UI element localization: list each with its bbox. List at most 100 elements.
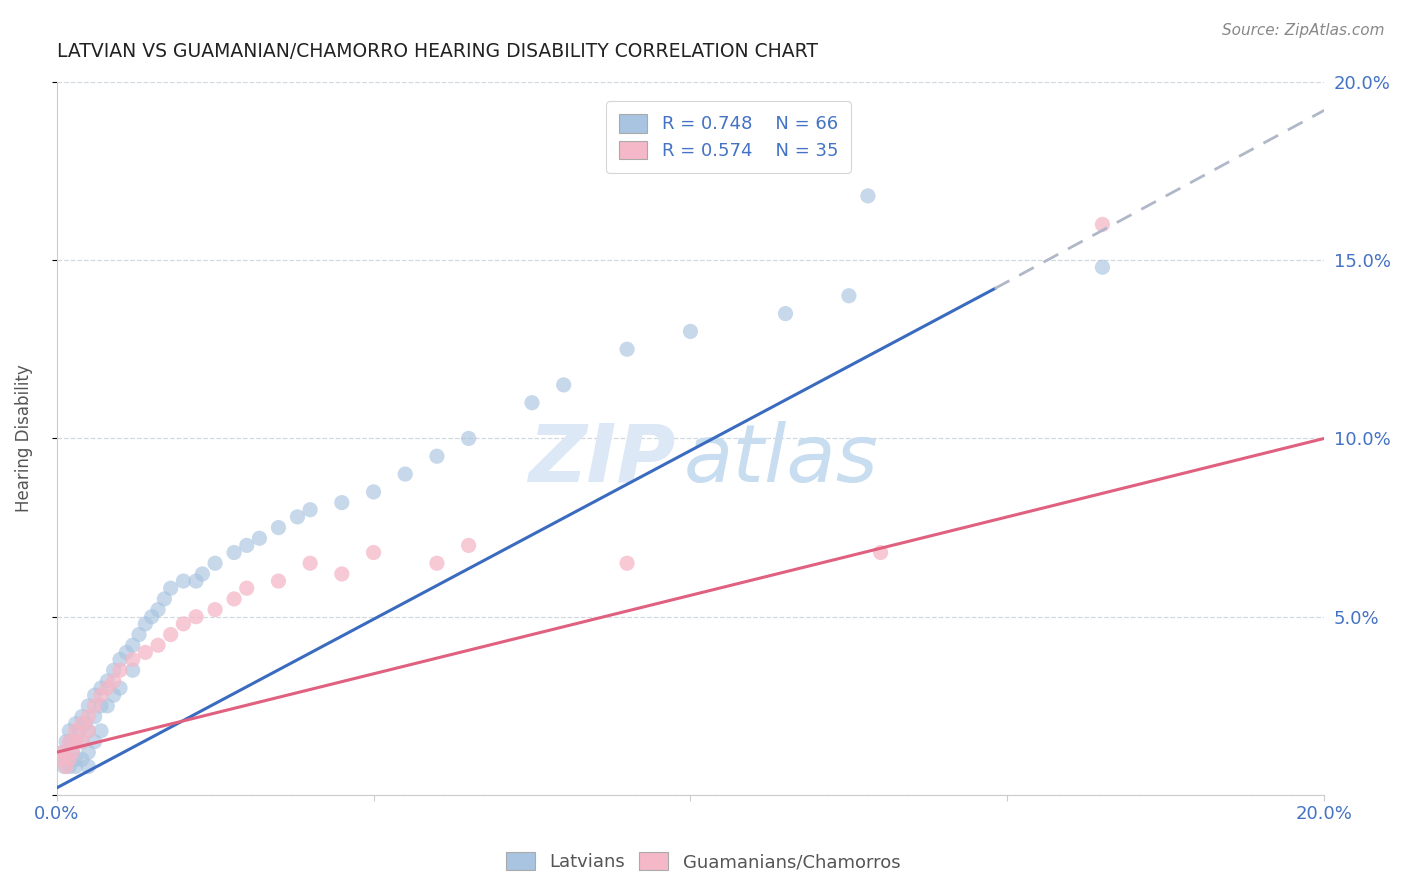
Point bbox=[134, 645, 156, 659]
Point bbox=[75, 716, 97, 731]
Point bbox=[299, 556, 322, 570]
Point bbox=[172, 574, 194, 588]
Point bbox=[520, 396, 543, 410]
Point bbox=[90, 698, 112, 713]
Point bbox=[153, 591, 176, 606]
Point bbox=[52, 745, 75, 759]
Point bbox=[70, 752, 93, 766]
Point bbox=[70, 734, 93, 748]
Point bbox=[83, 734, 105, 748]
Point bbox=[191, 566, 214, 581]
Point bbox=[457, 431, 479, 445]
Point bbox=[838, 289, 860, 303]
Point bbox=[90, 681, 112, 695]
Point bbox=[330, 566, 353, 581]
Point bbox=[83, 698, 105, 713]
Point bbox=[128, 627, 150, 641]
Point bbox=[58, 723, 80, 738]
Text: LATVIAN VS GUAMANIAN/CHAMORRO HEARING DISABILITY CORRELATION CHART: LATVIAN VS GUAMANIAN/CHAMORRO HEARING DI… bbox=[56, 42, 818, 61]
Point bbox=[616, 556, 638, 570]
Point bbox=[90, 723, 112, 738]
Point bbox=[77, 709, 100, 723]
Point bbox=[103, 688, 125, 702]
Point bbox=[103, 663, 125, 677]
Point bbox=[70, 709, 93, 723]
Point bbox=[121, 652, 143, 666]
Point bbox=[53, 759, 76, 773]
Point bbox=[121, 663, 143, 677]
Text: atlas: atlas bbox=[685, 421, 879, 499]
Point bbox=[96, 673, 118, 688]
Y-axis label: Hearing Disability: Hearing Disability bbox=[15, 365, 32, 512]
Point bbox=[55, 734, 77, 748]
Point bbox=[236, 538, 259, 552]
Point bbox=[141, 609, 163, 624]
Point bbox=[108, 663, 131, 677]
Point bbox=[65, 723, 87, 738]
Point bbox=[267, 520, 290, 534]
Point bbox=[146, 602, 169, 616]
Point bbox=[65, 716, 87, 731]
Point bbox=[65, 759, 87, 773]
Point bbox=[426, 449, 449, 463]
Point bbox=[121, 638, 143, 652]
Point bbox=[58, 759, 80, 773]
Point bbox=[70, 716, 93, 731]
Point bbox=[394, 467, 416, 481]
Point bbox=[184, 609, 207, 624]
Point bbox=[159, 581, 181, 595]
Text: Source: ZipAtlas.com: Source: ZipAtlas.com bbox=[1222, 23, 1385, 38]
Point bbox=[67, 723, 90, 738]
Point bbox=[77, 745, 100, 759]
Point bbox=[222, 591, 245, 606]
Point bbox=[204, 556, 226, 570]
Point bbox=[65, 734, 87, 748]
Point bbox=[184, 574, 207, 588]
Point bbox=[90, 688, 112, 702]
Point bbox=[775, 307, 797, 321]
Point bbox=[249, 531, 271, 545]
Point bbox=[96, 681, 118, 695]
Point bbox=[51, 752, 73, 766]
Point bbox=[330, 495, 353, 509]
Point bbox=[58, 734, 80, 748]
Point bbox=[222, 545, 245, 559]
Point bbox=[856, 189, 879, 203]
Point bbox=[52, 745, 75, 759]
Point bbox=[299, 502, 322, 516]
Point bbox=[77, 759, 100, 773]
Point bbox=[96, 698, 118, 713]
Point bbox=[363, 484, 385, 499]
Point bbox=[172, 616, 194, 631]
Point bbox=[103, 673, 125, 688]
Point bbox=[77, 723, 100, 738]
Point bbox=[363, 545, 385, 559]
Point bbox=[62, 745, 84, 759]
Point bbox=[236, 581, 259, 595]
Point bbox=[62, 745, 84, 759]
Point bbox=[70, 734, 93, 748]
Point bbox=[58, 752, 80, 766]
Point bbox=[115, 645, 138, 659]
Point bbox=[65, 734, 87, 748]
Point bbox=[51, 752, 73, 766]
Text: ZIP: ZIP bbox=[527, 421, 675, 499]
Point bbox=[77, 723, 100, 738]
Point bbox=[426, 556, 449, 570]
Point bbox=[159, 627, 181, 641]
Point bbox=[77, 698, 100, 713]
Point bbox=[134, 616, 156, 631]
Point bbox=[59, 734, 82, 748]
Point bbox=[146, 638, 169, 652]
Legend: Latvians, Guamanians/Chamorros: Latvians, Guamanians/Chamorros bbox=[499, 845, 907, 879]
Point bbox=[83, 688, 105, 702]
Point bbox=[287, 509, 309, 524]
Point bbox=[869, 545, 891, 559]
Point bbox=[83, 709, 105, 723]
Legend: R = 0.748    N = 66, R = 0.574    N = 35: R = 0.748 N = 66, R = 0.574 N = 35 bbox=[606, 102, 851, 173]
Point bbox=[616, 343, 638, 357]
Point bbox=[108, 652, 131, 666]
Point bbox=[1091, 260, 1114, 275]
Point bbox=[56, 752, 79, 766]
Point bbox=[204, 602, 226, 616]
